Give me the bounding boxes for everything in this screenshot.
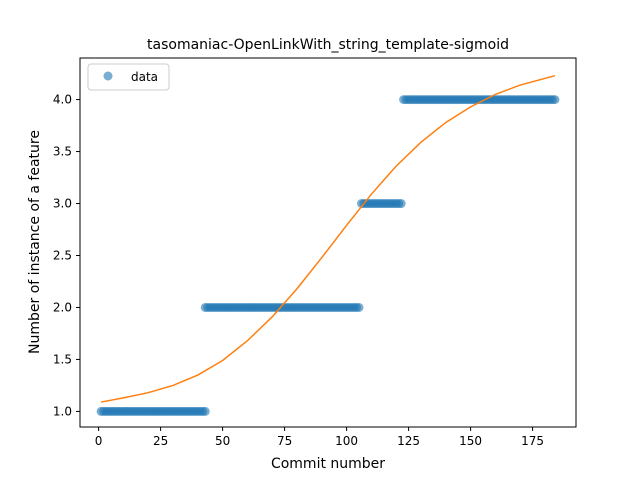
chart-title: tasomaniac-OpenLinkWith_string_template-… [147, 37, 509, 53]
data-point [550, 95, 560, 105]
x-tick-label: 150 [459, 434, 482, 448]
data-point [396, 199, 406, 209]
legend: data [87, 63, 170, 91]
data-point [200, 406, 210, 416]
y-tick-label: 3.0 [53, 197, 72, 211]
x-tick-label: 125 [397, 434, 420, 448]
y-axis-label: Number of instance of a feature [27, 130, 43, 354]
x-axis-ticks: 0 25 50 75 100 125 150 175 [95, 427, 544, 448]
y-tick-label: 3.5 [53, 145, 72, 159]
x-tick-label: 75 [277, 434, 292, 448]
y-tick-label: 1.0 [53, 404, 72, 418]
fit-curve [100, 74, 556, 403]
x-tick-label: 100 [335, 434, 358, 448]
legend-box [87, 63, 170, 91]
y-axis-ticks: 1.0 1.5 2.0 2.5 3.0 3.5 4.0 [53, 93, 80, 418]
y-tick-label: 4.0 [53, 93, 72, 107]
x-tick-label: 50 [215, 434, 230, 448]
y-tick-label: 2.0 [53, 300, 72, 314]
legend-label-data: data [131, 70, 158, 84]
x-axis-label: Commit number [271, 456, 385, 472]
plot-frame [79, 57, 577, 428]
x-tick-label: 175 [521, 434, 544, 448]
data-points [96, 95, 560, 416]
x-tick-label: 25 [153, 434, 168, 448]
y-tick-label: 1.5 [53, 352, 72, 366]
y-tick-label: 2.5 [53, 248, 72, 262]
data-point [354, 302, 364, 312]
fit-curve-layer [100, 74, 556, 403]
x-tick-label: 0 [95, 434, 103, 448]
legend-marker-data [103, 71, 113, 81]
